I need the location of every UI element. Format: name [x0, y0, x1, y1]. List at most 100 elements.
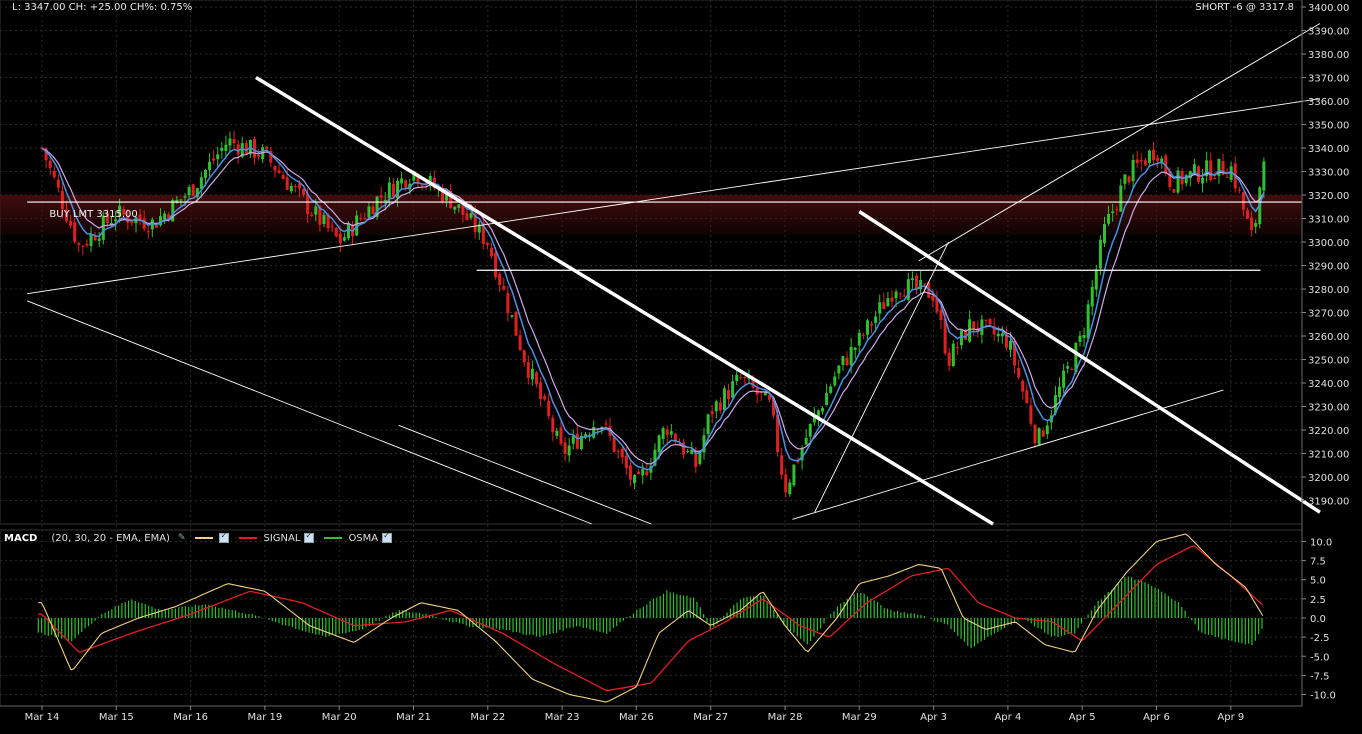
candle-body — [763, 391, 767, 396]
candle-body — [383, 200, 387, 202]
candle-body — [101, 215, 105, 240]
candle-body — [996, 333, 1000, 337]
candle-body — [1241, 192, 1245, 210]
candle-body — [816, 410, 820, 418]
time-tick-label: Mar 14 — [25, 712, 60, 723]
candle-body — [702, 435, 706, 453]
candle-body — [1062, 370, 1066, 388]
candle-body — [661, 428, 665, 439]
candle-body — [690, 449, 694, 454]
candle-body — [735, 374, 739, 382]
candle-body — [1250, 217, 1254, 230]
candle-body — [878, 302, 882, 314]
candle-body — [624, 455, 628, 469]
candle-body — [698, 451, 702, 465]
candle-body — [175, 199, 179, 203]
candle-body — [416, 173, 420, 184]
grid-lines — [0, 0, 1303, 707]
candle-body — [951, 343, 955, 367]
macd-visible-checkbox[interactable] — [219, 531, 230, 543]
price-tick-label: 3260.00 — [1308, 332, 1349, 343]
candle-body — [1205, 160, 1209, 177]
candle-body — [939, 310, 943, 321]
candle-body — [886, 298, 890, 307]
candle-body — [257, 154, 261, 157]
trendline[interactable] — [398, 424, 652, 525]
candle-body — [1025, 390, 1029, 404]
horizontal-levels[interactable]: BUY LMT 3315.00 — [27, 201, 1302, 271]
trendline[interactable] — [918, 23, 1321, 262]
candle-body — [1041, 430, 1045, 437]
candle-body — [874, 316, 878, 324]
candle-body — [224, 144, 228, 151]
candle-body — [955, 347, 959, 349]
candle-body — [526, 361, 530, 378]
candle-body — [485, 243, 489, 245]
price-tick-label: 3350.00 — [1308, 121, 1349, 132]
candle-body — [1156, 157, 1160, 161]
trendline[interactable] — [858, 210, 1321, 514]
indicator-settings-icon[interactable]: ✎ — [177, 533, 186, 543]
signal-visible-checkbox[interactable] — [304, 531, 315, 543]
candle-body — [1078, 335, 1082, 342]
price-candles — [40, 130, 1266, 498]
candle-body — [849, 346, 853, 366]
macd-tick-label: 10.0 — [1310, 537, 1332, 548]
price-tick-label: 3360.00 — [1308, 97, 1349, 108]
macd-tick-label: -2.5 — [1310, 633, 1330, 644]
price-tick-label: 3270.00 — [1308, 309, 1349, 320]
candle-body — [1086, 304, 1090, 339]
time-tick-label: Mar 15 — [99, 712, 134, 723]
candle-body — [616, 450, 620, 452]
candle-body — [788, 482, 792, 495]
candle-body — [739, 377, 743, 379]
trendline[interactable] — [27, 98, 1321, 295]
trendlines[interactable] — [26, 23, 1321, 526]
trendline[interactable] — [814, 241, 949, 513]
candle-body — [461, 203, 465, 215]
candle-body — [633, 475, 637, 484]
candle-body — [334, 227, 338, 237]
candle-body — [65, 209, 69, 222]
candle-body — [498, 274, 502, 286]
candle-body — [592, 426, 596, 438]
time-tick-label: Mar 19 — [248, 712, 283, 723]
trendline[interactable] — [26, 300, 592, 525]
candle-body — [1143, 160, 1147, 166]
time-tick-label: Mar 26 — [619, 712, 654, 723]
trendline[interactable] — [255, 76, 994, 526]
candle-body — [187, 187, 191, 196]
candle-body — [988, 319, 992, 325]
candle-body — [412, 171, 416, 181]
candle-body — [400, 178, 404, 184]
candle-body — [1004, 334, 1008, 348]
macd-tick-label: 2.5 — [1310, 595, 1326, 606]
candle-body — [355, 215, 359, 236]
candle-body — [682, 442, 686, 455]
candle-body — [302, 189, 306, 196]
candle-body — [833, 376, 837, 386]
candle-body — [514, 311, 518, 336]
candle-body — [767, 395, 771, 400]
macd-tick-label: 5.0 — [1310, 576, 1326, 587]
candle-body — [48, 160, 52, 168]
candle-body — [1053, 395, 1057, 414]
time-tick-label: Apr 3 — [920, 712, 947, 723]
candle-body — [1152, 149, 1156, 161]
candle-body — [465, 213, 469, 220]
candle-body — [694, 452, 698, 467]
candle-body — [326, 214, 330, 229]
candle-body — [1017, 368, 1021, 378]
candle-body — [1058, 386, 1062, 398]
trendline[interactable] — [792, 389, 1224, 520]
candle-body — [1246, 210, 1250, 219]
osma-visible-checkbox[interactable] — [382, 531, 393, 543]
candle-body — [191, 184, 195, 196]
candle-body — [473, 213, 477, 232]
candle-body — [959, 330, 963, 346]
price-tick-label: 3390.00 — [1308, 27, 1349, 38]
candle-body — [85, 243, 89, 246]
candle-body — [1184, 175, 1188, 184]
